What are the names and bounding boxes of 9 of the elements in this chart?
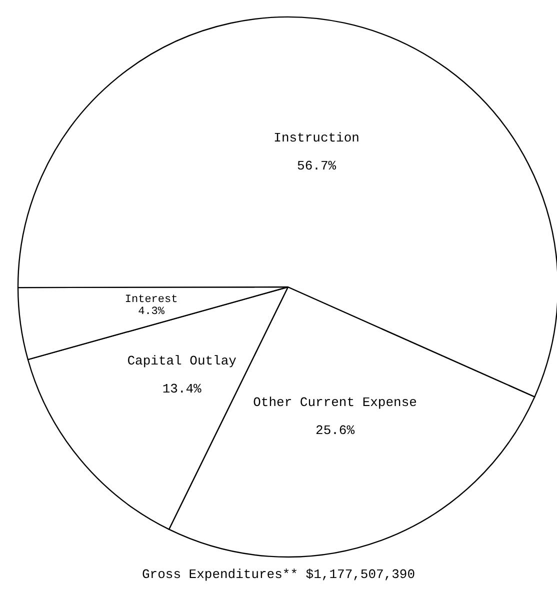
- data-label: 25.6%: [316, 423, 355, 438]
- slice-label: Capital Outlay: [127, 354, 237, 369]
- slice-label: Interest: [124, 294, 178, 306]
- slice-label: Other Current Expense: [253, 395, 417, 410]
- data-label: 4.3%: [138, 306, 165, 318]
- slice-label: Instruction: [274, 130, 360, 146]
- data-label: 13.4%: [162, 382, 202, 397]
- text: Gross Expenditures** $1,177,507,390: [142, 567, 416, 582]
- data-label: 56.7%: [297, 158, 336, 174]
